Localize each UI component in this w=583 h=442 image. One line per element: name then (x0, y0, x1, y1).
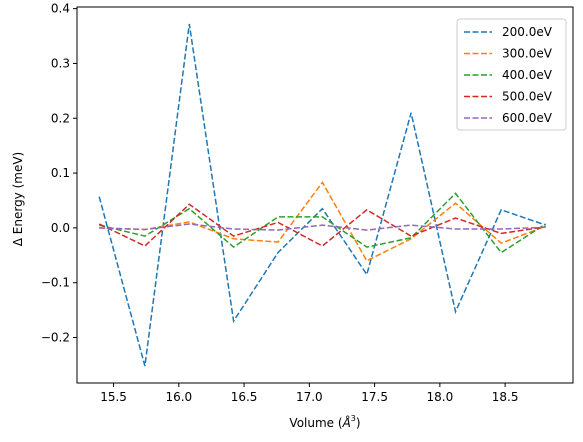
legend-label: 500.0eV (502, 90, 553, 104)
legend-box (456, 18, 567, 131)
legend-label: 600.0eV (502, 111, 553, 125)
series-line-600.0eV (99, 223, 546, 231)
x-axis-ticks: 15.5 16.0 16.5 17.0 17.5 18.0 18.5 (100, 383, 518, 404)
series-line-300.0eV (99, 181, 546, 262)
y-tick-label: 0.1 (51, 166, 70, 180)
plot-area (98, 23, 547, 367)
series-line-200.0eV (98, 23, 546, 367)
x-tick-label: 17.0 (296, 390, 323, 404)
y-tick-label: 0.4 (51, 2, 70, 16)
x-tick-label: 16.0 (165, 390, 192, 404)
y-tick-label: 0.2 (51, 111, 70, 125)
x-tick-label: 16.5 (231, 390, 258, 404)
y-axis-label: Δ Energy (meV) (11, 152, 25, 247)
axes-frame (76, 6, 574, 384)
x-tick-label: 18.5 (492, 390, 519, 404)
y-tick-label: 0.0 (51, 221, 70, 235)
x-tick-label: 15.5 (100, 390, 127, 404)
x-tick-label: 17.5 (361, 390, 388, 404)
series-line-400.0eV (99, 192, 547, 254)
series-line-500.0eV (98, 203, 546, 247)
legend: 200.0eV 300.0eV 400.0eV 500.0eV 600.0eV (456, 18, 567, 131)
legend-label: 300.0eV (502, 47, 553, 61)
y-tick-label: 0.3 (51, 56, 70, 70)
y-tick-label: −0.2 (41, 331, 70, 345)
legend-label: 400.0eV (502, 68, 553, 82)
y-axis-ticks: −0.2 −0.1 0.0 0.1 0.2 0.3 0.4 (41, 2, 77, 345)
y-tick-label: −0.1 (41, 276, 70, 290)
x-tick-label: 18.0 (427, 390, 454, 404)
legend-label: 200.0eV (502, 25, 553, 39)
x-axis-label: Volume (Å3) (289, 414, 360, 430)
